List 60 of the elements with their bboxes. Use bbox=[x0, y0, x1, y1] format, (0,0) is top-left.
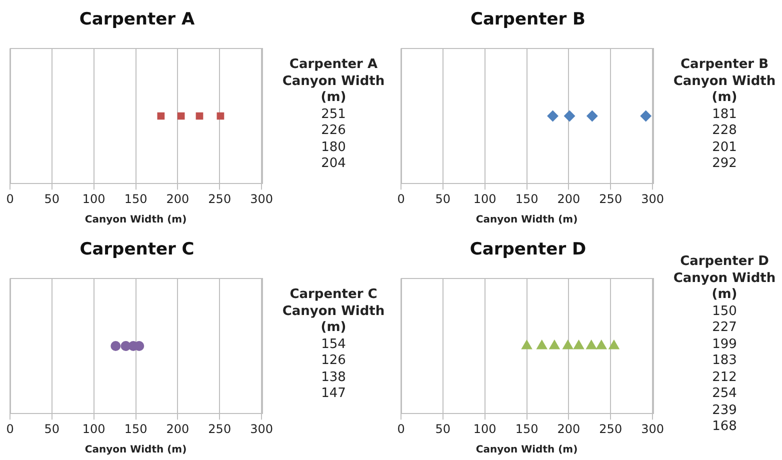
text: 168 bbox=[712, 419, 737, 436]
chart-title: Carpenter A bbox=[79, 10, 196, 30]
x-tick-label: 100 bbox=[473, 422, 496, 436]
x-tick-label: 200 bbox=[557, 422, 580, 436]
x-tick-label: 50 bbox=[44, 422, 60, 436]
text: 204 bbox=[321, 156, 346, 173]
text: 239 bbox=[712, 402, 737, 420]
x-tick-label: 250 bbox=[208, 422, 232, 436]
x-tick-label: 150 bbox=[124, 192, 148, 206]
text: Carpenter C Canyon Width (m) bbox=[281, 287, 386, 337]
text: 227 bbox=[712, 320, 737, 337]
text: 150 bbox=[712, 304, 737, 320]
x-tick-label: 50 bbox=[44, 192, 60, 206]
text: 181 bbox=[712, 106, 737, 124]
text: 212 bbox=[712, 370, 737, 386]
x-tick-label: 0 bbox=[397, 422, 405, 436]
text: 138 bbox=[321, 370, 346, 386]
x-tick-label: 50 bbox=[435, 422, 451, 436]
x-tick-label: 150 bbox=[515, 192, 538, 206]
text: 147 bbox=[321, 386, 346, 403]
x-tick-label: 100 bbox=[473, 192, 496, 206]
text: 251 bbox=[321, 106, 346, 124]
x-tick-label: 200 bbox=[166, 192, 190, 206]
text: 180 bbox=[321, 140, 346, 156]
x-axis-title: Canyon Width (m) bbox=[476, 444, 578, 456]
x-tick-label: 250 bbox=[208, 192, 232, 206]
x-tick-label: 150 bbox=[124, 422, 148, 436]
text: 183 bbox=[712, 353, 737, 370]
chart-title: Carpenter C bbox=[80, 240, 194, 260]
text: 292 bbox=[712, 156, 737, 173]
text: 254 bbox=[712, 386, 737, 403]
chart-title: Carpenter B bbox=[470, 10, 586, 30]
x-tick-label: 150 bbox=[515, 422, 538, 436]
x-tick-label: 50 bbox=[435, 192, 451, 206]
text: 126 bbox=[321, 353, 346, 370]
text: 226 bbox=[321, 123, 346, 140]
chart-title: Carpenter D bbox=[470, 240, 586, 260]
x-tick-label: 300 bbox=[641, 192, 664, 206]
x-tick-label: 0 bbox=[6, 422, 14, 436]
text: 228 bbox=[712, 123, 737, 140]
text: 199 bbox=[712, 336, 737, 354]
text: Carpenter A Canyon Width (m) bbox=[281, 57, 386, 107]
text: Carpenter B Canyon Width (m) bbox=[672, 57, 777, 107]
x-axis-title: Canyon Width (m) bbox=[476, 214, 578, 226]
x-tick-label: 0 bbox=[6, 192, 14, 206]
x-tick-label: 250 bbox=[599, 422, 622, 436]
x-tick-label: 300 bbox=[250, 192, 273, 206]
x-tick-label: 300 bbox=[641, 422, 664, 436]
x-tick-label: 250 bbox=[599, 192, 622, 206]
x-tick-label: 200 bbox=[166, 422, 190, 436]
x-axis-title: Canyon Width (m) bbox=[84, 214, 187, 226]
x-tick-label: 0 bbox=[397, 192, 405, 206]
x-tick-label: 200 bbox=[557, 192, 580, 206]
x-tick-label: 100 bbox=[82, 192, 106, 206]
text: 201 bbox=[712, 140, 737, 156]
text: Carpenter D Canyon Width (m) bbox=[672, 254, 777, 304]
text: 154 bbox=[321, 336, 346, 354]
x-axis-title: Canyon Width (m) bbox=[84, 444, 187, 456]
x-tick-label: 100 bbox=[82, 422, 106, 436]
x-tick-label: 300 bbox=[250, 422, 273, 436]
